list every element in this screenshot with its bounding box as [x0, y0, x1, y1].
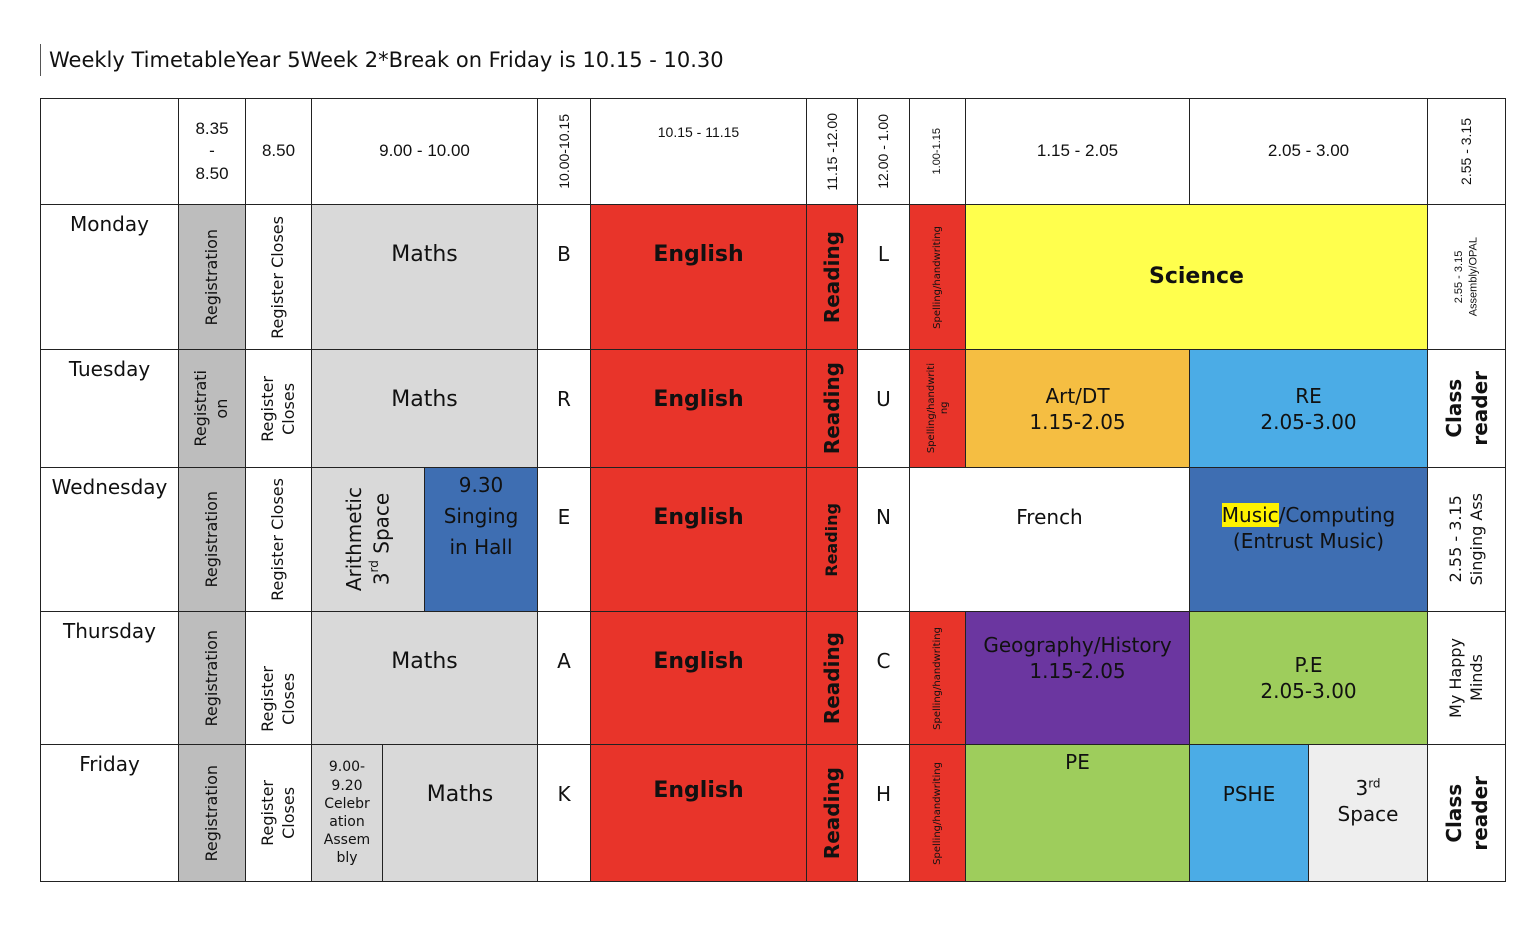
- friday-celebration-assembly: 9.00- 9.20 Celebr ation Assem bly: [311, 744, 383, 882]
- tuesday-register-closes: Register Closes: [245, 349, 312, 468]
- music-highlight: Music: [1221, 503, 1279, 527]
- monday-registration: Registration: [178, 204, 246, 350]
- wednesday-singing-in-hall: 9.30 Singing in Hall: [424, 467, 538, 612]
- wednesday-registration: Registration: [178, 467, 246, 612]
- friday-3rd-space: 3rd Space: [1308, 744, 1428, 882]
- day-wednesday: Wednesday: [40, 467, 179, 612]
- thursday-reading: Reading: [806, 611, 858, 745]
- friday-class-reader: Class reader: [1427, 744, 1506, 882]
- title-note: *Break on Friday is 10.15 - 10.30: [378, 48, 724, 72]
- header-time-255: 2.55 - 3.15: [1427, 98, 1506, 205]
- thursday-english: English: [590, 611, 807, 745]
- thursday-lunch-letter: C: [857, 611, 910, 745]
- header-time-900: 9.00 - 10.00: [311, 98, 538, 205]
- friday-reading: Reading: [806, 744, 858, 882]
- friday-pshe: PSHE: [1189, 744, 1309, 882]
- header-time-835-dash: -: [209, 141, 215, 161]
- monday-assembly-time: 2.55 - 3.15: [1453, 250, 1466, 304]
- header-time-115: 1.15 - 2.05: [965, 98, 1190, 205]
- wednesday-singing-assembly: 2.55 - 3.15 Singing Ass: [1427, 467, 1506, 612]
- wednesday-break-letter: E: [537, 467, 591, 612]
- header-time-850: 8.50: [245, 98, 312, 205]
- tuesday-class-reader: Class reader: [1427, 349, 1506, 468]
- wednesday-english: English: [590, 467, 807, 612]
- thursday-pe: P.E 2.05-3.00: [1189, 611, 1428, 745]
- monday-maths: Maths: [311, 204, 538, 350]
- tuesday-spelling: Spelling/handwriti ng: [909, 349, 966, 468]
- friday-register-closes: Register Closes: [245, 744, 312, 882]
- tuesday-registration: Registrati on: [178, 349, 246, 468]
- tuesday-break-letter: R: [537, 349, 591, 468]
- tuesday-english: English: [590, 349, 807, 468]
- title-name: Weekly Timetable: [49, 48, 237, 72]
- day-thursday: Thursday: [40, 611, 179, 745]
- friday-maths: Maths: [382, 744, 538, 882]
- tuesday-re: RE 2.05-3.00: [1189, 349, 1428, 468]
- header-time-1015: 10.15 - 11.15: [590, 98, 807, 205]
- wednesday-music-computing: Music/Computing (Entrust Music): [1189, 467, 1428, 612]
- tuesday-lunch-letter: U: [857, 349, 910, 468]
- thursday-break-letter: A: [537, 611, 591, 745]
- wednesday-reading: Reading: [806, 467, 858, 612]
- header-time-835: 8.35 - 8.50: [178, 98, 246, 205]
- header-time-835-end: 8.50: [195, 163, 229, 183]
- monday-register-closes: Register Closes: [245, 204, 312, 350]
- day-monday: Monday: [40, 204, 179, 350]
- day-friday: Friday: [40, 744, 179, 882]
- monday-english: English: [590, 204, 807, 350]
- friday-spelling: Spelling/handwriting: [909, 744, 966, 882]
- monday-spelling: Spelling/handwriting: [909, 204, 966, 350]
- timetable-title: Weekly Timetable Year 5 Week 2 *Break on…: [40, 44, 724, 76]
- wednesday-lunch-letter: N: [857, 467, 910, 612]
- title-week: Week 2: [300, 48, 379, 72]
- monday-assembly: 2.55 - 3.15 Assembly/OPAL: [1427, 204, 1506, 350]
- header-time-1115: 11.15 -12.00: [806, 98, 858, 205]
- header-time-1000: 10.00-10.15: [537, 98, 591, 205]
- monday-reading: Reading: [806, 204, 858, 350]
- monday-break-letter: B: [537, 204, 591, 350]
- friday-pe: PE: [965, 744, 1190, 882]
- thursday-register-closes: Register Closes: [245, 611, 312, 745]
- friday-registration: Registration: [178, 744, 246, 882]
- thursday-happy-minds: My Happy Minds: [1427, 611, 1506, 745]
- header-time-100: 1.00-1.15: [909, 98, 966, 205]
- header-time-835-start: 8.35: [195, 119, 229, 139]
- day-tuesday: Tuesday: [40, 349, 179, 468]
- thursday-spelling: Spelling/handwriting: [909, 611, 966, 745]
- thursday-registration: Registration: [178, 611, 246, 745]
- monday-science: Science: [965, 204, 1428, 350]
- tuesday-reading: Reading: [806, 349, 858, 468]
- wednesday-french: French: [909, 467, 1190, 612]
- header-time-1200: 12.00 - 1.00: [857, 98, 910, 205]
- friday-break-letter: K: [537, 744, 591, 882]
- friday-english: English: [590, 744, 807, 882]
- header-time-205: 2.05 - 3.00: [1189, 98, 1428, 205]
- wednesday-arithmetic: Arithmetic 3rd Space: [311, 467, 425, 612]
- title-year: Year 5: [236, 48, 301, 72]
- header-corner: [40, 98, 179, 205]
- monday-lunch-letter: L: [857, 204, 910, 350]
- tuesday-maths: Maths: [311, 349, 538, 468]
- monday-assembly-label: Assembly/OPAL: [1467, 237, 1480, 317]
- wednesday-register-closes: Register Closes: [245, 467, 312, 612]
- tuesday-art-dt: Art/DT 1.15-2.05: [965, 349, 1190, 468]
- thursday-geography-history: Geography/History 1.15-2.05: [965, 611, 1190, 745]
- thursday-maths: Maths: [311, 611, 538, 745]
- friday-lunch-letter: H: [857, 744, 910, 882]
